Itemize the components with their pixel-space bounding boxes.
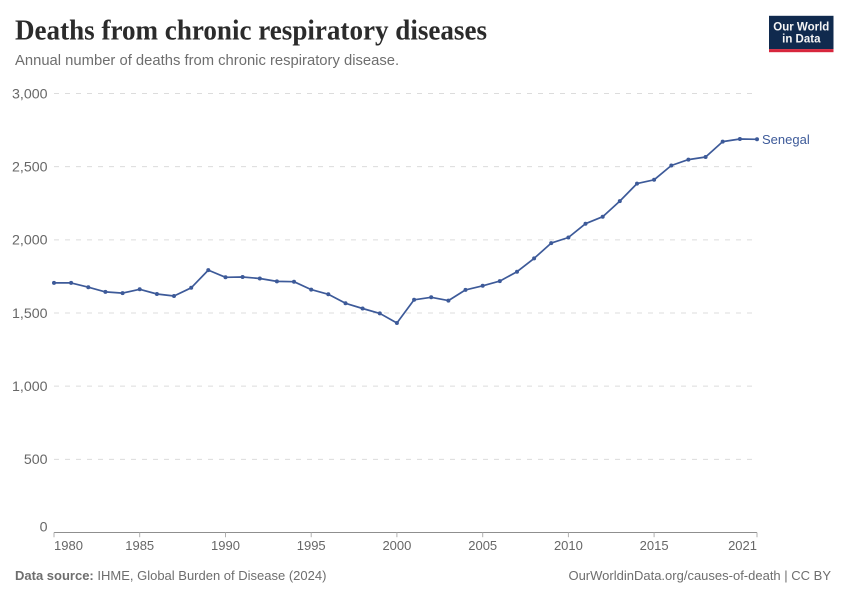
- svg-text:1990: 1990: [211, 538, 240, 553]
- svg-text:Senegal: Senegal: [762, 132, 810, 147]
- svg-text:2015: 2015: [640, 538, 669, 553]
- svg-text:2021: 2021: [728, 538, 757, 553]
- svg-text:2005: 2005: [468, 538, 497, 553]
- svg-text:2,500: 2,500: [12, 160, 48, 176]
- svg-text:1980: 1980: [54, 538, 83, 553]
- svg-text:Our World: Our World: [773, 22, 829, 34]
- svg-text:2,000: 2,000: [12, 233, 48, 249]
- svg-text:0: 0: [40, 520, 48, 536]
- svg-text:1,500: 1,500: [12, 306, 48, 322]
- svg-text:1995: 1995: [297, 538, 326, 553]
- svg-text:2010: 2010: [554, 538, 583, 553]
- svg-text:in Data: in Data: [782, 34, 821, 46]
- svg-text:Data source: IHME, Global Burd: Data source: IHME, Global Burden of Dise…: [15, 568, 326, 583]
- svg-text:2000: 2000: [382, 538, 411, 553]
- svg-text:1985: 1985: [125, 538, 154, 553]
- svg-text:OurWorldinData.org/causes-of-d: OurWorldinData.org/causes-of-death | CC …: [568, 568, 831, 583]
- svg-text:Deaths from chronic respirator: Deaths from chronic respiratory diseases: [15, 15, 487, 47]
- svg-text:3,000: 3,000: [12, 86, 48, 102]
- svg-text:500: 500: [24, 452, 48, 468]
- svg-text:1,000: 1,000: [12, 379, 48, 395]
- svg-text:Annual number of deaths from c: Annual number of deaths from chronic res…: [15, 53, 399, 69]
